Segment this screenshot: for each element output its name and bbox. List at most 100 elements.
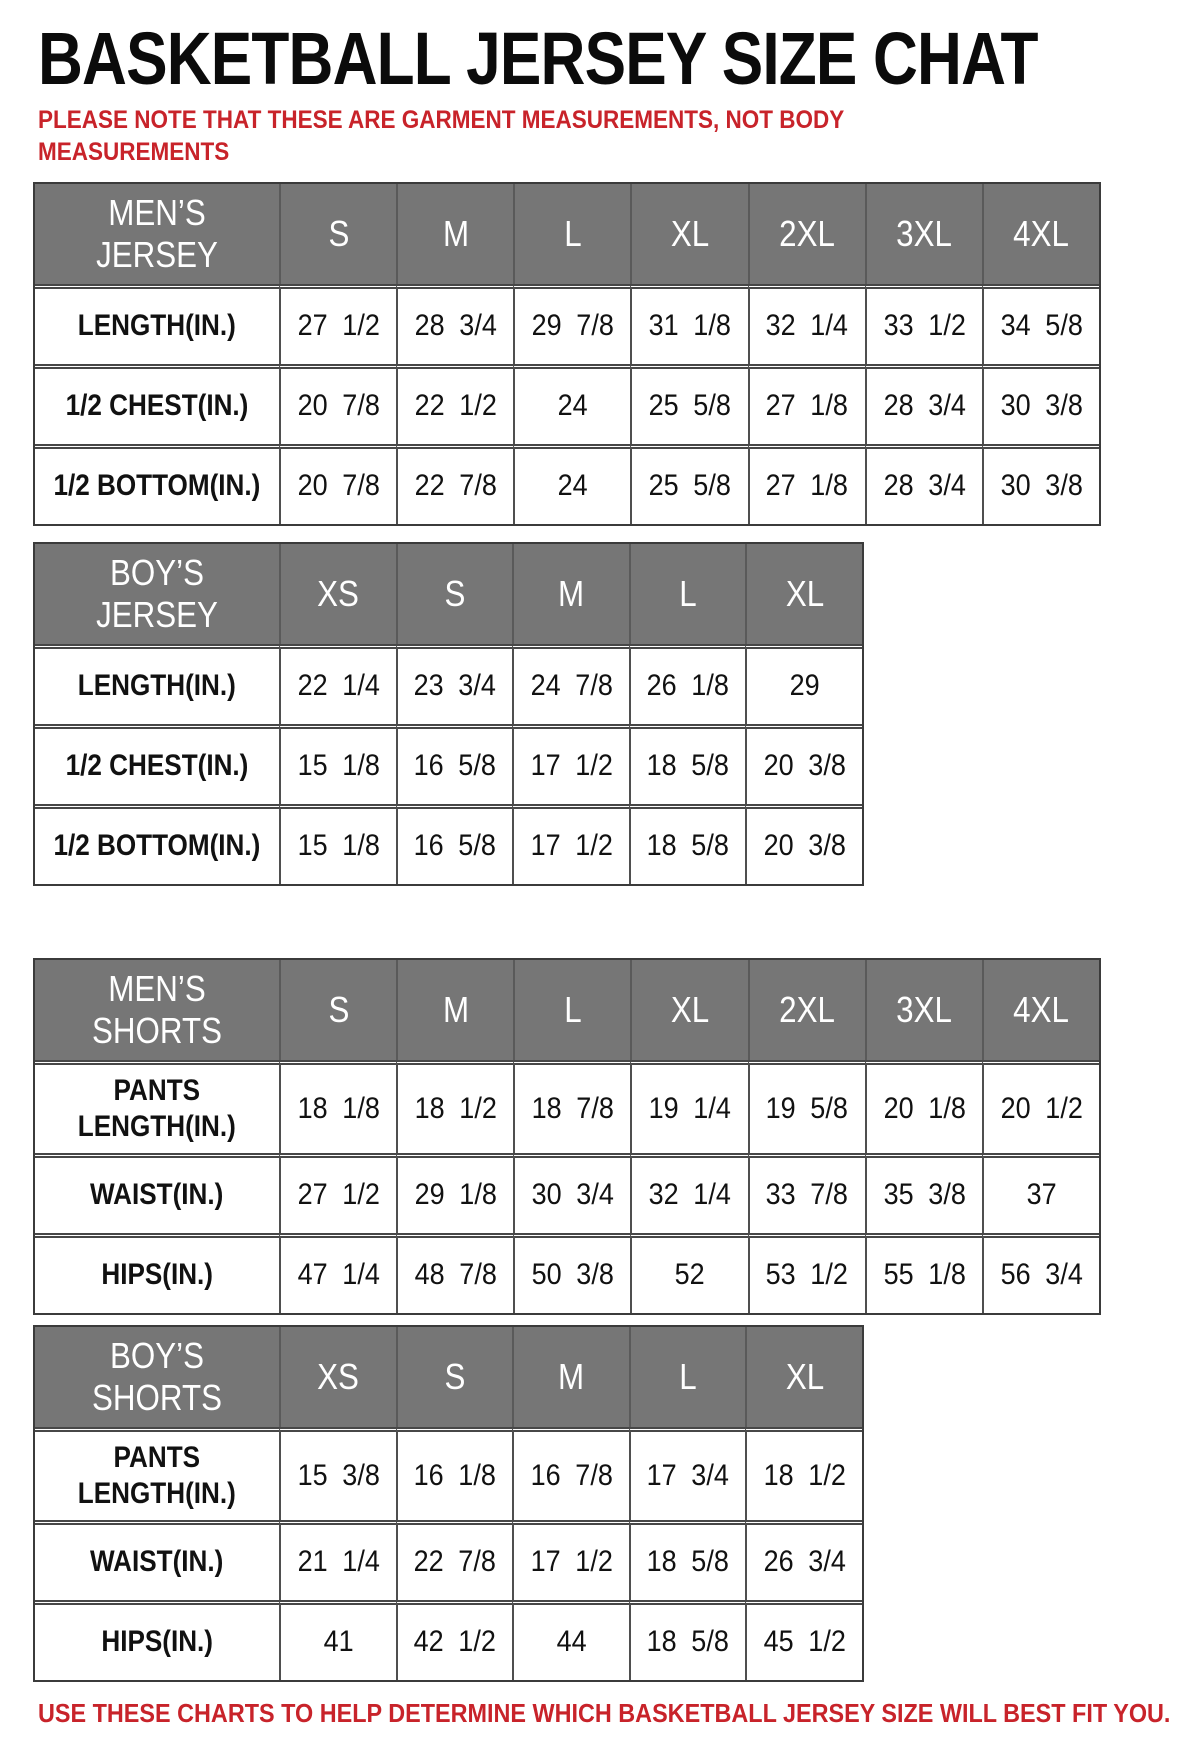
value-cell: 32 1/4 [630, 1152, 748, 1233]
value-cell-text: 55 1/8 [883, 1258, 966, 1292]
row-label-cell-text: LENGTH(IN.) [77, 309, 237, 343]
value-cell-text: 15 1/8 [297, 749, 380, 783]
value-cell: 16 5/8 [395, 723, 513, 804]
size-header-cell: XL [745, 543, 862, 644]
table-title-cell: MEN’S JERSEY [35, 183, 279, 284]
value-cell-text: 29 [789, 669, 820, 703]
value-cell-text: 24 [557, 389, 588, 423]
value-cell-text: 25 5/8 [648, 469, 732, 503]
row-label-cell: HIPS(IN.) [35, 1599, 279, 1680]
size-header-cell: L [513, 183, 631, 284]
value-cell-text: 30 3/8 [1000, 389, 1083, 423]
value-cell-text: 18 7/8 [531, 1091, 614, 1125]
size-header-cell-text: M [442, 988, 469, 1030]
value-cell: 28 3/4 [396, 283, 514, 364]
value-cell-text: 28 3/4 [414, 309, 497, 343]
value-cell: 18 1/8 [279, 1059, 397, 1153]
row-label-cell: 1/2 BOTTOM(IN.) [35, 803, 279, 884]
value-cell: 31 1/8 [630, 283, 748, 364]
value-cell-text: 16 5/8 [413, 829, 497, 863]
page-title-text: BASKETBALL JERSEY SIZE CHAT [38, 17, 1038, 100]
value-cell-text: 29 1/8 [414, 1178, 497, 1212]
row-label-cell: WAIST(IN.) [35, 1519, 279, 1600]
size-header-cell: M [396, 959, 514, 1060]
value-cell: 52 [630, 1232, 748, 1313]
row-label-cell: HIPS(IN.) [35, 1232, 279, 1313]
size-header-cell: L [628, 1326, 746, 1427]
row-label-cell-text: HIPS(IN.) [101, 1625, 213, 1659]
value-cell-text: 22 7/8 [413, 1545, 497, 1579]
value-cell: 30 3/8 [981, 443, 1099, 524]
value-cell-text: 20 7/8 [297, 469, 380, 503]
size-header-cell-text: S [328, 212, 350, 254]
value-cell-text: 18 5/8 [646, 829, 730, 863]
size-header-cell-text: 4XL [1013, 988, 1070, 1030]
table-title-cell: MEN’S SHORTS [35, 959, 279, 1060]
value-cell-text: 20 1/8 [883, 1091, 966, 1125]
row-label-cell: WAIST(IN.) [35, 1152, 279, 1233]
value-cell-text: 41 [323, 1625, 354, 1659]
value-cell: 15 1/8 [279, 803, 396, 884]
value-cell: 26 3/4 [745, 1519, 862, 1600]
value-cell-text: 31 1/8 [648, 309, 732, 343]
row-label-cell: PANTS LENGTH(IN.) [35, 1426, 279, 1520]
size-header-cell: XL [745, 1326, 862, 1427]
size-header-cell: 3XL [864, 959, 982, 1060]
row-label-cell-text: HIPS(IN.) [101, 1258, 213, 1292]
page-title: BASKETBALL JERSEY SIZE CHAT [38, 17, 1200, 100]
size-header-cell: L [513, 959, 631, 1060]
value-cell-text: 17 1/2 [530, 749, 613, 783]
value-cell: 55 1/8 [864, 1232, 982, 1313]
size-header-cell: S [395, 543, 513, 644]
value-cell: 25 5/8 [630, 443, 748, 524]
garment-measurement-note: PLEASE NOTE THAT THESE ARE GARMENT MEASU… [38, 105, 1200, 168]
row-label-cell-text: 1/2 BOTTOM(IN.) [53, 469, 261, 503]
value-cell-text: 16 1/8 [413, 1458, 497, 1492]
value-cell-text: 42 1/2 [413, 1625, 497, 1659]
value-cell: 50 3/8 [513, 1232, 631, 1313]
value-cell: 18 1/2 [396, 1059, 514, 1153]
value-cell: 24 [513, 363, 631, 444]
value-cell: 15 3/8 [279, 1426, 396, 1520]
value-cell-text: 19 1/4 [648, 1091, 732, 1125]
size-header-cell: 2XL [747, 183, 865, 284]
value-cell: 17 1/2 [512, 1519, 629, 1600]
value-cell-text: 37 [1026, 1178, 1057, 1212]
value-cell-text: 18 5/8 [646, 1545, 730, 1579]
value-cell-text: 28 3/4 [883, 389, 966, 423]
row-label-cell: LENGTH(IN.) [35, 643, 279, 724]
value-cell: 27 1/8 [747, 363, 865, 444]
row-label-cell-text: WAIST(IN.) [90, 1545, 224, 1579]
value-cell-text: 33 7/8 [765, 1178, 849, 1212]
value-cell-text: 30 3/4 [531, 1178, 614, 1212]
value-cell-text: 16 5/8 [413, 749, 497, 783]
value-cell-text: 24 7/8 [530, 669, 613, 703]
value-cell: 18 5/8 [628, 1519, 746, 1600]
value-cell: 28 3/4 [864, 363, 982, 444]
table-title-cell: BOY’S JERSEY [35, 543, 279, 644]
value-cell-text: 52 [674, 1258, 706, 1292]
size-header-cell: 4XL [981, 959, 1099, 1060]
value-cell: 27 1/2 [279, 1152, 397, 1233]
value-cell: 17 1/2 [512, 723, 629, 804]
value-cell: 29 1/8 [396, 1152, 514, 1233]
row-label-cell-text: 1/2 BOTTOM(IN.) [53, 829, 261, 863]
value-cell-text: 53 1/2 [765, 1258, 849, 1292]
value-cell: 18 5/8 [628, 1599, 746, 1680]
value-cell: 17 3/4 [628, 1426, 746, 1520]
size-header-cell-text: M [558, 572, 585, 614]
value-cell-text: 24 [557, 469, 588, 503]
value-cell: 20 3/8 [745, 723, 862, 804]
value-cell-text: 25 5/8 [648, 389, 732, 423]
value-cell: 41 [279, 1599, 396, 1680]
value-cell: 17 1/2 [512, 803, 629, 884]
value-cell-text: 20 7/8 [297, 389, 380, 423]
row-label-cell: 1/2 BOTTOM(IN.) [35, 443, 279, 524]
value-cell-text: 45 1/2 [763, 1625, 846, 1659]
size-header-cell: S [279, 183, 397, 284]
value-cell: 25 5/8 [630, 363, 748, 444]
size-header-cell-text: S [444, 1355, 466, 1397]
value-cell: 16 7/8 [512, 1426, 629, 1520]
value-cell: 20 7/8 [279, 363, 397, 444]
value-cell-text: 47 1/4 [297, 1258, 380, 1292]
